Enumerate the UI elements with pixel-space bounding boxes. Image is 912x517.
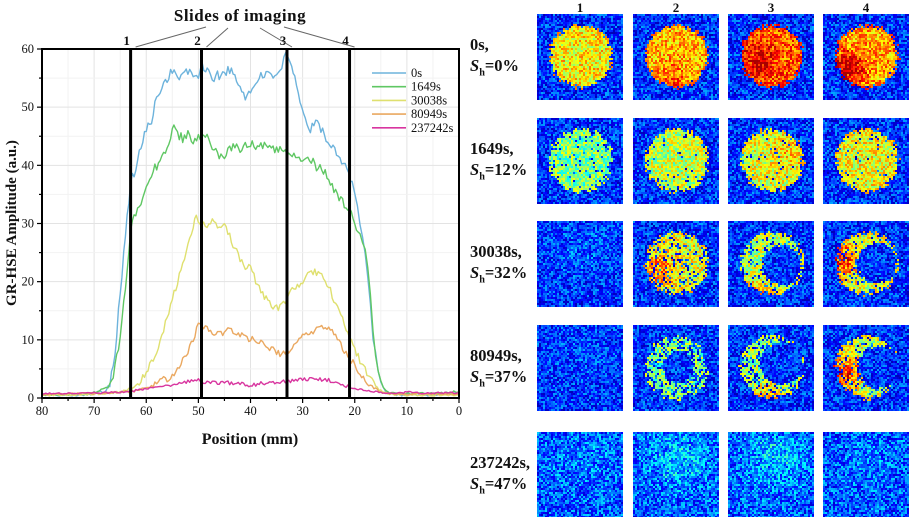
- tomography-image: [728, 325, 814, 411]
- legend-label: 237242s: [411, 121, 454, 135]
- row-saturation-label: Sh=0%: [470, 56, 520, 79]
- row-time-label: 0s,: [470, 34, 489, 54]
- x-tick-label: 50: [192, 404, 205, 418]
- row-time-label: 1649s,: [470, 138, 514, 158]
- y-tick-label: 40: [22, 158, 35, 172]
- y-axis-title: GR-HSE Amplitude (a.u.): [4, 140, 20, 306]
- grid-column-header: 1: [576, 0, 584, 15]
- annotation-leader-line: [259, 27, 293, 48]
- row-time-label: 237242s,: [470, 452, 531, 472]
- y-tick-label: 60: [22, 42, 35, 56]
- slide-marker-label: 4: [342, 33, 349, 48]
- grid-row-label: 80949s, Sh=37%: [470, 325, 536, 411]
- grid-row-label: 1649s, Sh=12%: [470, 118, 536, 204]
- annotation-leader-line: [135, 26, 207, 48]
- row-time-label: 30038s,: [470, 241, 522, 261]
- row-saturation-label: Sh=32%: [470, 263, 528, 286]
- tomography-image: [823, 325, 909, 411]
- tomography-image: [728, 14, 814, 100]
- tomography-image: [823, 118, 909, 204]
- legend-label: 0s: [411, 66, 422, 80]
- x-tick-label: 80: [36, 404, 49, 418]
- tomography-image: [823, 432, 909, 517]
- legend-label: 1649s: [411, 80, 441, 94]
- tomography-image: [728, 432, 814, 517]
- tomography-image: [537, 14, 623, 100]
- image-grid-panel: 1 2 3 4 0s, Sh=0% 1649s, Sh=12% 30038s, Sh=32% 809…: [470, 0, 912, 517]
- x-tick-label: 30: [296, 404, 309, 418]
- tomography-image: [537, 118, 623, 204]
- grid-row-label: 0s, Sh=0%: [470, 14, 536, 100]
- row-saturation-label: Sh=12%: [470, 160, 528, 183]
- tomography-image: [633, 221, 719, 307]
- tomography-image: [633, 14, 719, 100]
- tomography-image: [823, 221, 909, 307]
- legend-label: 30038s: [411, 93, 447, 107]
- y-tick-label: 20: [22, 275, 35, 289]
- series-line-237242s: [41, 377, 460, 395]
- x-tick-label: 10: [401, 404, 414, 418]
- tomography-image: [537, 325, 623, 411]
- x-tick-label: 70: [88, 404, 101, 418]
- grid-row-label: 237242s, Sh=47%: [470, 432, 536, 517]
- y-tick-label: 10: [22, 333, 35, 347]
- legend-label: 80949s: [411, 107, 447, 121]
- line-chart: 1 2 3 40102030405060708001020304050600s1649…: [22, 26, 462, 418]
- tomography-image: [537, 432, 623, 517]
- x-tick-label: 40: [244, 404, 257, 418]
- row-saturation-label: Sh=47%: [470, 474, 528, 497]
- slide-marker-label: 1: [123, 33, 130, 48]
- tomography-image: [633, 432, 719, 517]
- tomography-image: [823, 14, 909, 100]
- tomography-image: [728, 118, 814, 204]
- slide-marker-label: 2: [194, 33, 201, 48]
- grid-row-label: 30038s, Sh=32%: [470, 221, 536, 307]
- row-time-label: 80949s,: [470, 345, 522, 365]
- x-tick-label: 20: [349, 404, 362, 418]
- x-axis-title: Position (mm): [201, 431, 299, 448]
- tomography-image: [633, 325, 719, 411]
- y-tick-label: 0: [28, 391, 34, 405]
- tomography-image: [728, 221, 814, 307]
- grid-column-header: 2: [672, 0, 680, 15]
- tomography-image: [537, 221, 623, 307]
- annotation-leader-line: [283, 26, 355, 48]
- tomography-image: [633, 118, 719, 204]
- y-tick-label: 50: [22, 100, 35, 114]
- chart-annotation: Slides of imaging: [173, 6, 307, 25]
- slide-marker-label: 3: [280, 33, 287, 48]
- x-tick-label: 60: [140, 404, 153, 418]
- grid-column-header: 4: [862, 0, 870, 15]
- row-saturation-label: Sh=37%: [470, 367, 528, 390]
- x-tick-label: 0: [456, 404, 462, 418]
- annotation-leader-line: [206, 27, 229, 48]
- grid-column-header: 3: [767, 0, 775, 15]
- y-tick-label: 30: [22, 217, 35, 231]
